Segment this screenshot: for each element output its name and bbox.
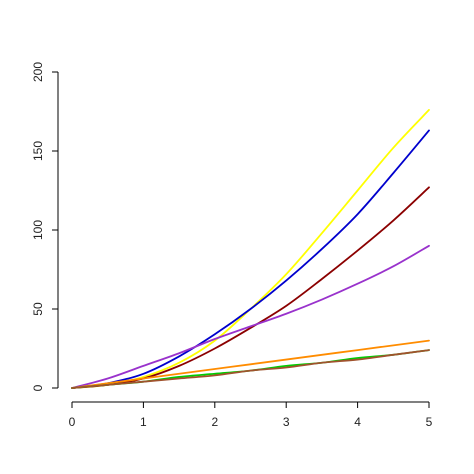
series-line-3 [71, 186, 430, 389]
series-line-7 [71, 349, 430, 389]
x-tick-label: 2 [211, 415, 218, 429]
y-tick-label: 150 [31, 141, 45, 161]
x-tick-label: 5 [426, 415, 433, 429]
y-tick-label: 200 [31, 62, 45, 82]
x-tick-label: 0 [69, 415, 76, 429]
series-line-1 [71, 109, 430, 389]
y-tick-label: 100 [31, 220, 45, 240]
x-tick-label: 4 [354, 415, 361, 429]
series-line-4 [71, 244, 430, 389]
x-tick-label: 3 [283, 415, 290, 429]
y-tick-label: 0 [31, 384, 45, 391]
series-line-2 [71, 129, 430, 389]
series-line-5 [71, 339, 430, 389]
y-tick-label: 50 [31, 302, 45, 316]
x-tick-label: 1 [140, 415, 147, 429]
series-layer [71, 109, 430, 389]
